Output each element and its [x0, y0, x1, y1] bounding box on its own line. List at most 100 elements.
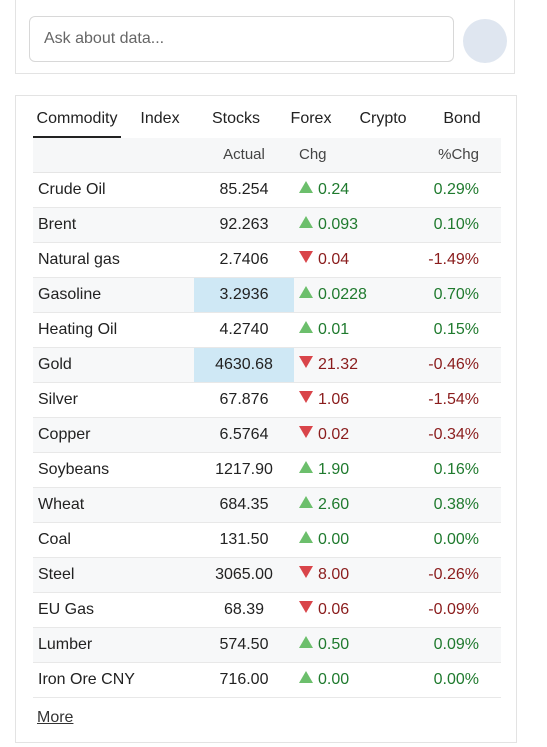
- table-row: Lumber 574.50 0.50 0.09%: [33, 628, 501, 663]
- change-value: 0.06: [318, 601, 350, 618]
- tab[interactable]: Forex: [290, 110, 332, 127]
- percent-change: 0.10%: [433, 216, 479, 233]
- tab-bar: Commodity Index Stocks Forex Crypto Bond: [33, 104, 501, 138]
- trend-arrow: [299, 391, 313, 403]
- change-value: 1.90: [318, 461, 350, 478]
- tab[interactable]: Index: [140, 110, 180, 127]
- actual-value: 3.2936: [194, 278, 294, 312]
- change-value: 21.32: [318, 356, 359, 373]
- table-row: EU Gas 68.39 0.06 -0.09%: [33, 593, 501, 628]
- actual-value: 6.5764: [219, 426, 269, 443]
- change-value: 0.04: [318, 251, 350, 268]
- percent-change: 0.00%: [433, 671, 479, 688]
- change-cell: 2.60: [299, 488, 349, 522]
- commodity-name: Steel: [38, 566, 75, 583]
- percent-change: -1.49%: [428, 251, 479, 268]
- actual-value: 85.254: [219, 181, 269, 198]
- commodity-name: Silver: [38, 391, 79, 408]
- commodity-name: Heating Oil: [38, 321, 118, 338]
- tab[interactable]: Bond: [443, 110, 481, 127]
- table-row: Crude Oil 85.254 0.24 0.29%: [33, 173, 501, 208]
- change-value: 0.02: [318, 426, 350, 443]
- change-cell: 0.093: [299, 208, 358, 242]
- trend-arrow: [299, 251, 313, 263]
- percent-change: -0.26%: [428, 566, 479, 583]
- actual-value: 68.39: [223, 601, 265, 618]
- tab[interactable]: Commodity: [33, 104, 121, 138]
- commodity-name: Crude Oil: [38, 181, 106, 198]
- percent-change: 0.29%: [433, 181, 479, 198]
- change-value: 0.00: [318, 531, 350, 548]
- change-cell: 0.50: [299, 628, 349, 662]
- percent-change: 0.00%: [433, 531, 479, 548]
- change-value: 0.0228: [318, 286, 367, 303]
- tab[interactable]: Crypto: [359, 110, 407, 127]
- percent-change: -1.54%: [428, 391, 479, 408]
- tab[interactable]: Stocks: [211, 110, 260, 127]
- send-button[interactable]: [463, 19, 507, 63]
- percent-change: 0.16%: [433, 461, 479, 478]
- percent-change: -0.09%: [428, 601, 479, 618]
- commodity-name: EU Gas: [38, 601, 95, 618]
- change-cell: 8.00: [299, 558, 349, 592]
- actual-value: 716.00: [219, 671, 269, 688]
- change-cell: 0.24: [299, 173, 349, 207]
- trend-arrow: [299, 496, 313, 508]
- table-row: Wheat 684.35 2.60 0.38%: [33, 488, 501, 523]
- table-header: Actual Chg %Chg: [33, 138, 501, 173]
- column-header: Chg: [299, 146, 327, 163]
- actual-value: 4630.68: [194, 348, 294, 382]
- percent-change: -0.34%: [428, 426, 479, 443]
- change-cell: 0.00: [299, 663, 349, 697]
- table-row: Natural gas 2.7406 0.04 -1.49%: [33, 243, 501, 278]
- trend-arrow: [299, 321, 313, 333]
- table-row: Gold 4630.68 21.32 -0.46%: [33, 348, 501, 383]
- commodity-name: Gasoline: [38, 286, 102, 303]
- actual-value: 1217.90: [215, 461, 273, 478]
- change-value: 1.06: [318, 391, 350, 408]
- actual-value: 574.50: [219, 636, 269, 653]
- change-value: 0.24: [318, 181, 350, 198]
- table-row: Steel 3065.00 8.00 -0.26%: [33, 558, 501, 593]
- change-cell: 0.06: [299, 593, 349, 627]
- table-row: Silver 67.876 1.06 -1.54%: [33, 383, 501, 418]
- change-cell: 0.01: [299, 313, 349, 347]
- percent-change: 0.15%: [433, 321, 479, 338]
- change-value: 0.00: [318, 671, 350, 688]
- commodity-name: Brent: [38, 216, 77, 233]
- change-value: 0.093: [318, 216, 359, 233]
- change-value: 2.60: [318, 496, 350, 513]
- change-cell: 0.00: [299, 523, 349, 557]
- column-header: %Chg: [438, 146, 479, 163]
- change-cell: 0.0228: [299, 278, 367, 312]
- change-value: 8.00: [318, 566, 350, 583]
- trend-arrow: [299, 566, 313, 578]
- change-cell: 0.04: [299, 243, 349, 277]
- actual-value: 92.263: [219, 216, 269, 233]
- market-card: Commodity Index Stocks Forex Crypto Bond Actu…: [15, 95, 517, 743]
- search-input[interactable]: Ask about data...: [29, 16, 454, 62]
- trend-arrow: [299, 601, 313, 613]
- actual-value: 131.50: [219, 531, 269, 548]
- table-row: Gasoline 3.2936 0.0228 0.70%: [33, 278, 501, 313]
- trend-arrow: [299, 426, 313, 438]
- table-row: Brent 92.263 0.093 0.10%: [33, 208, 501, 243]
- change-cell: 21.32: [299, 348, 358, 382]
- actual-value: 2.7406: [219, 251, 269, 268]
- table-row: Copper 6.5764 0.02 -0.34%: [33, 418, 501, 453]
- column-header: Actual: [223, 146, 265, 163]
- actual-value: 67.876: [219, 391, 269, 408]
- trend-arrow: [299, 671, 313, 683]
- trend-arrow: [299, 181, 313, 193]
- commodity-name: Gold: [38, 356, 72, 373]
- commodity-name: Wheat: [38, 496, 85, 513]
- table-row: Heating Oil 4.2740 0.01 0.15%: [33, 313, 501, 348]
- trend-arrow: [299, 216, 313, 228]
- commodity-name: Iron Ore CNY: [38, 671, 135, 688]
- commodity-name: Soybeans: [38, 461, 110, 478]
- commodity-name: Natural gas: [38, 251, 120, 268]
- commodity-name: Lumber: [38, 636, 93, 653]
- actual-value: 3065.00: [215, 566, 273, 583]
- more-link[interactable]: More: [37, 709, 74, 726]
